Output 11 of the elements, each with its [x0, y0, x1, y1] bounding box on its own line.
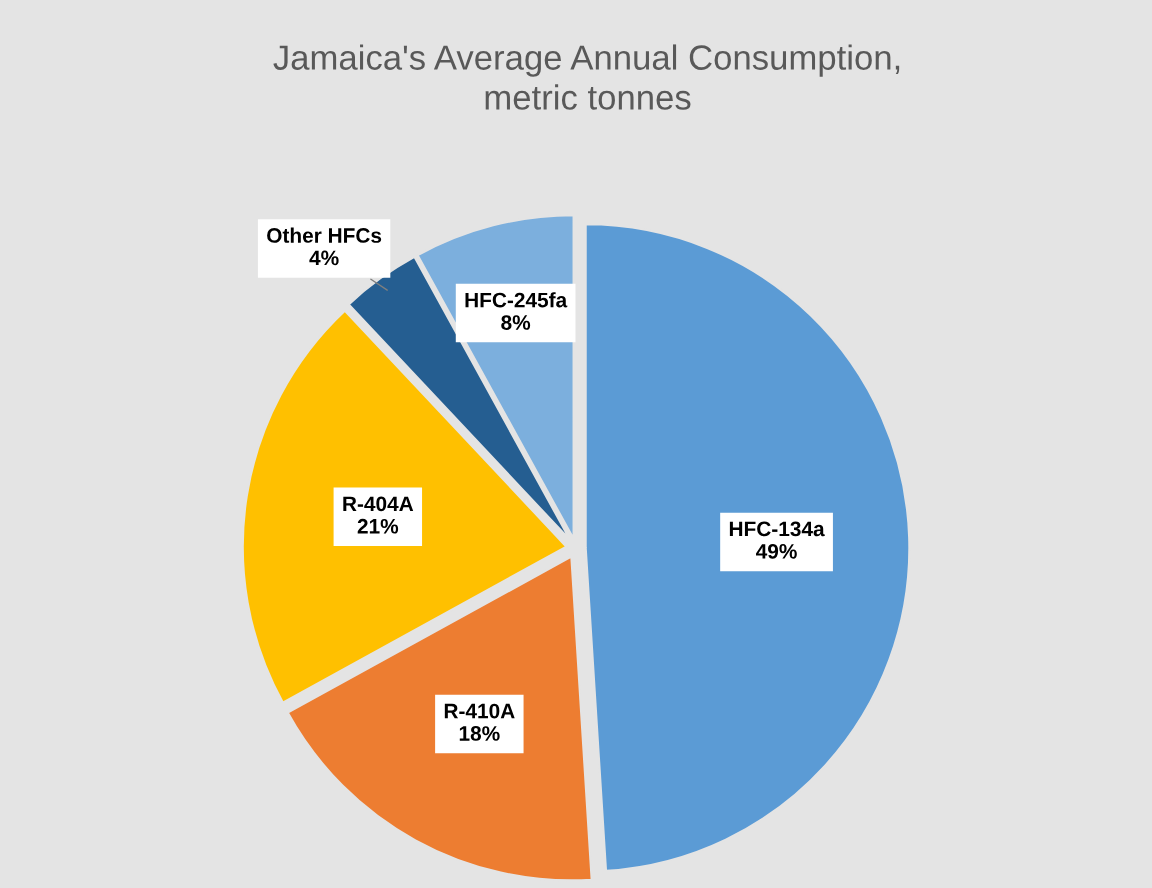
slice-label: HFC-245fa: [465, 292, 568, 308]
slice-label: Other HFCs: [267, 227, 382, 243]
data-label: 21%: [357, 518, 399, 534]
chart-title: Jamaica's Average Annual Consumption, metric tonnes: [273, 44, 900, 110]
slice-label: R-410A: [444, 703, 515, 719]
data-label: 49%: [756, 543, 797, 559]
slice-label: R-404A: [343, 496, 414, 512]
data-label: 8%: [501, 315, 531, 330]
data-label: 18%: [459, 726, 500, 741]
data-label: 4%: [309, 250, 339, 266]
slice-label: HFC-134a: [729, 521, 825, 537]
